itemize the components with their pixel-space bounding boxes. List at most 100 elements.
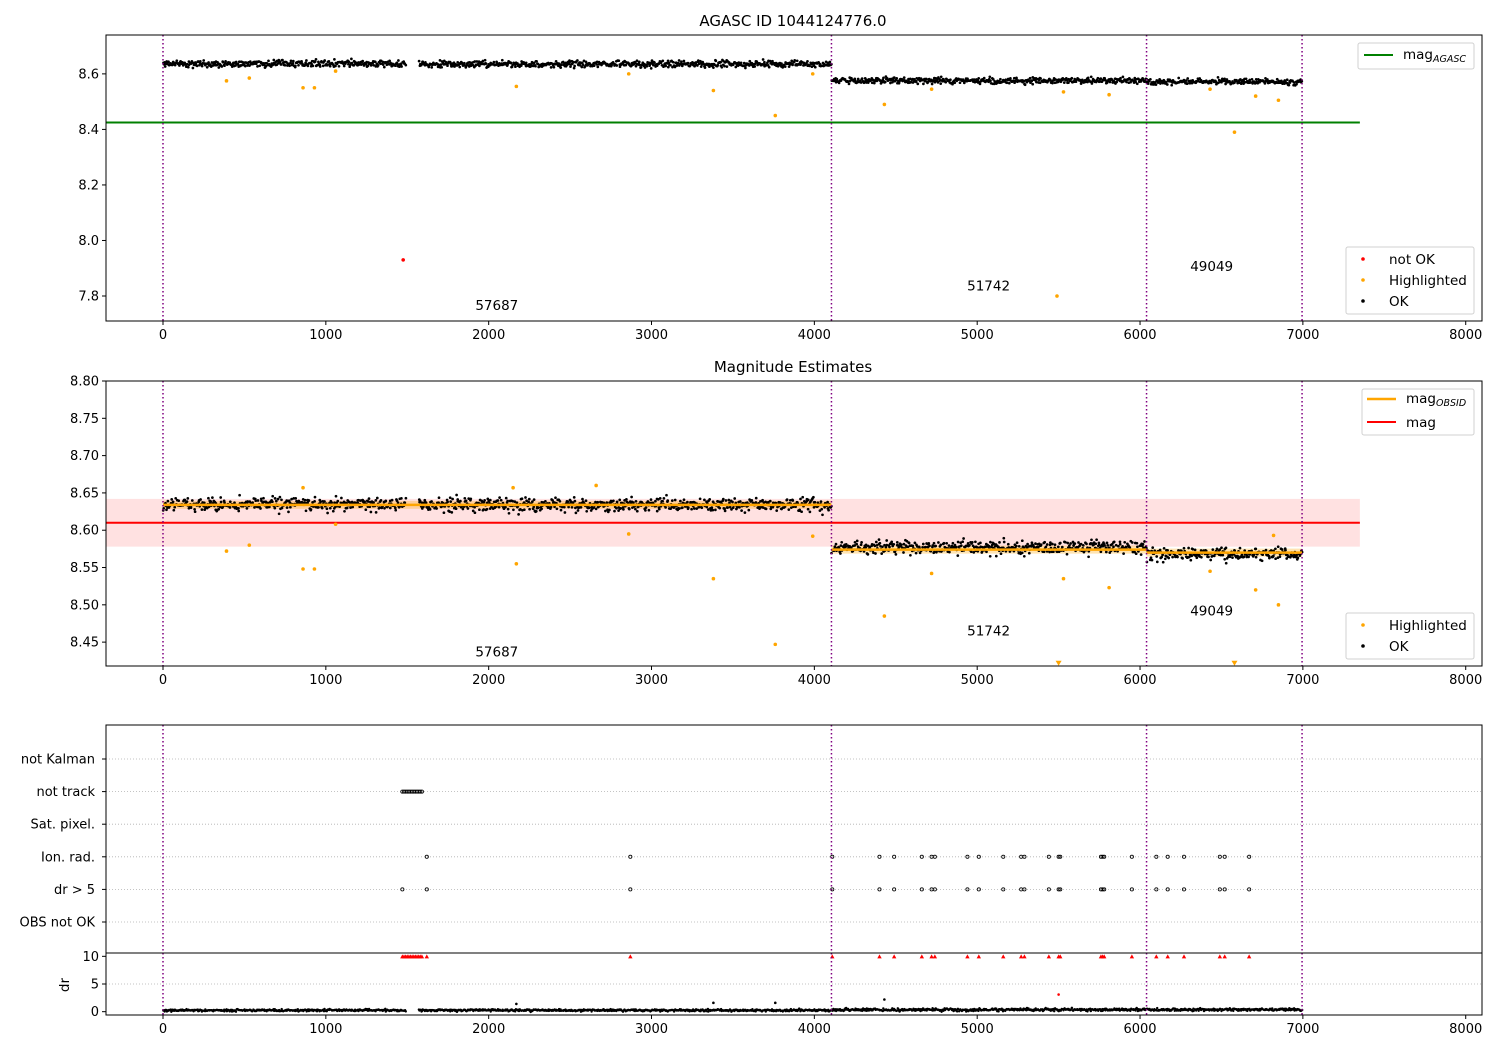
ok-point [1261,553,1265,557]
ok-point [657,507,661,511]
ok-point [509,61,513,65]
x-tick-label: 8000 [1449,673,1482,688]
ok-point [1243,549,1247,552]
ok-point [294,64,297,68]
legend-highlighted-label: Highlighted [1389,273,1467,289]
ok-point [938,79,941,83]
ok-point [738,500,742,503]
ok-point [856,77,860,81]
ok-point [624,63,628,67]
ok-point [573,64,576,68]
ok-point [951,82,954,86]
ok-point [652,63,655,67]
ok-point [769,507,773,511]
ok-point [1155,560,1159,564]
ok-point [761,498,764,502]
ok-point [810,65,814,69]
ok-point [343,509,346,513]
ok-point [437,501,440,505]
ok-point [677,59,681,62]
flag-marker [1222,887,1227,892]
ok-point [731,506,735,510]
highlighted-point [929,87,934,91]
ok-point [481,59,485,63]
ok-point [1170,83,1174,87]
ok-point [1073,542,1077,545]
ok-point [1068,544,1071,547]
ok-point [686,500,689,504]
ok-point [1215,547,1219,551]
ok-point [191,66,195,70]
ok-point [635,59,639,63]
ok-point [256,499,260,502]
flag-category-label: not track [36,785,95,800]
ok-point [217,507,221,511]
ok-point [504,505,507,509]
ok-point [233,501,236,505]
ok-point [427,65,431,69]
ok-point [1165,83,1169,86]
ok-point [531,500,534,503]
ok-point [697,505,701,509]
ok-point [291,62,295,65]
ok-point [1300,79,1304,83]
legend-highlighted-marker [1361,278,1365,282]
ok-point [383,506,386,510]
ok-point [864,545,868,549]
ok-point [889,81,892,85]
agasc-legend-upper: magAGASC [1357,42,1475,70]
ok-point [337,64,341,68]
ok-point [984,545,988,549]
ok-point [657,62,661,65]
ok-point [728,501,731,505]
ok-point [323,59,327,62]
ok-point [388,59,391,63]
ok-point [1157,80,1161,84]
ok-point [924,545,928,549]
flag-marker [1056,854,1061,859]
ok-point [1042,550,1046,554]
ok-point [283,63,287,67]
ok-point [256,65,259,68]
ok-point [1290,554,1294,557]
ok-point [570,505,574,509]
flag-marker [1001,854,1006,859]
ok-point [602,501,606,505]
ok-point [1244,77,1248,81]
ok-point [1097,543,1101,547]
ok-point [733,497,737,500]
ok-point [849,546,853,549]
ok-point [594,507,598,511]
ok-point [259,507,262,510]
ok-point [403,501,407,505]
ok-point [712,66,715,69]
ok-point [1049,541,1052,544]
ok-point [500,58,504,62]
flag-marker [1102,887,1107,892]
ok-point [446,500,449,504]
ok-point [1211,548,1215,551]
ok-point [552,65,556,69]
ok-point [958,81,962,85]
ok-point [696,59,700,62]
ok-point [326,511,329,515]
ok-point [692,507,696,510]
ok-point [224,60,227,63]
ok-point [303,501,306,505]
ok-point [988,554,992,558]
ok-point [834,542,838,546]
ok-point [1104,550,1108,554]
highlighted-point [711,576,716,581]
ok-point [902,76,906,79]
ok-point [1072,544,1075,547]
ok-point [388,506,392,510]
ok-point [448,510,451,513]
ok-point [615,64,619,67]
ok-point [951,541,955,545]
ok-point [696,64,699,67]
highlighted-point [224,549,229,553]
ok-point [1295,82,1298,86]
ok-point [317,505,320,509]
ok-point [653,61,656,64]
ok-point [228,500,232,504]
